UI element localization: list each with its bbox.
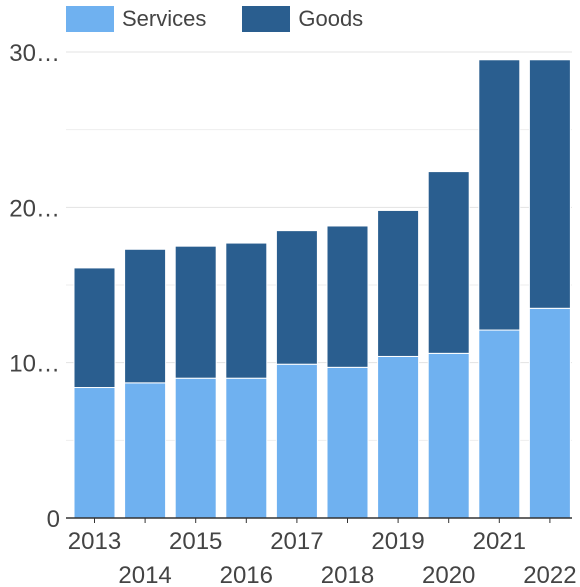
bar-goods-2014 [124,248,167,384]
bar-services-2022 [528,307,571,519]
bar-services-2018 [326,366,369,519]
bar-goods-2017 [275,230,318,365]
legend-label-services: Services [122,6,207,31]
bar-goods-2019 [377,209,420,357]
x-tick-label-2020: 2020 [422,562,475,587]
bar-services-2020 [427,352,470,519]
bar-goods-2016 [225,242,268,379]
bar-services-2019 [377,355,420,519]
x-tick-label-2017: 2017 [270,528,323,555]
x-tick-label-2018: 2018 [321,562,374,587]
x-tick-label-2015: 2015 [169,528,222,555]
bar-services-2013 [73,387,116,519]
x-tick-label-2014: 2014 [118,562,171,587]
x-tick-label-2022: 2022 [523,562,576,587]
bar-services-2016 [225,377,268,519]
y-tick-label: 20… [9,195,60,222]
x-tick-label-2016: 2016 [220,562,273,587]
bar-goods-2013 [73,267,116,389]
x-tick-label-2019: 2019 [371,528,424,555]
y-tick-label: 30… [9,40,60,67]
bar-goods-2022 [528,59,571,309]
legend: Services Goods [66,6,399,32]
y-tick-label: 10… [9,351,60,378]
bar-goods-2018 [326,225,369,368]
x-tick-label-2013: 2013 [68,528,121,555]
legend-swatch-services [66,6,114,32]
bar-goods-2020 [427,171,470,354]
bar-services-2014 [124,382,167,519]
legend-item-goods[interactable]: Goods [242,6,363,32]
legend-label-goods: Goods [298,6,364,31]
x-tick-label-2021: 2021 [473,528,526,555]
bar-services-2017 [275,363,318,519]
bar-goods-2021 [478,59,521,331]
legend-swatch-goods [242,6,291,32]
y-tick-label: 0 [47,506,60,533]
bar-goods-2015 [174,245,217,379]
bar-services-2015 [174,377,217,519]
legend-item-services[interactable]: Services [66,6,206,32]
bar-services-2021 [478,329,521,519]
